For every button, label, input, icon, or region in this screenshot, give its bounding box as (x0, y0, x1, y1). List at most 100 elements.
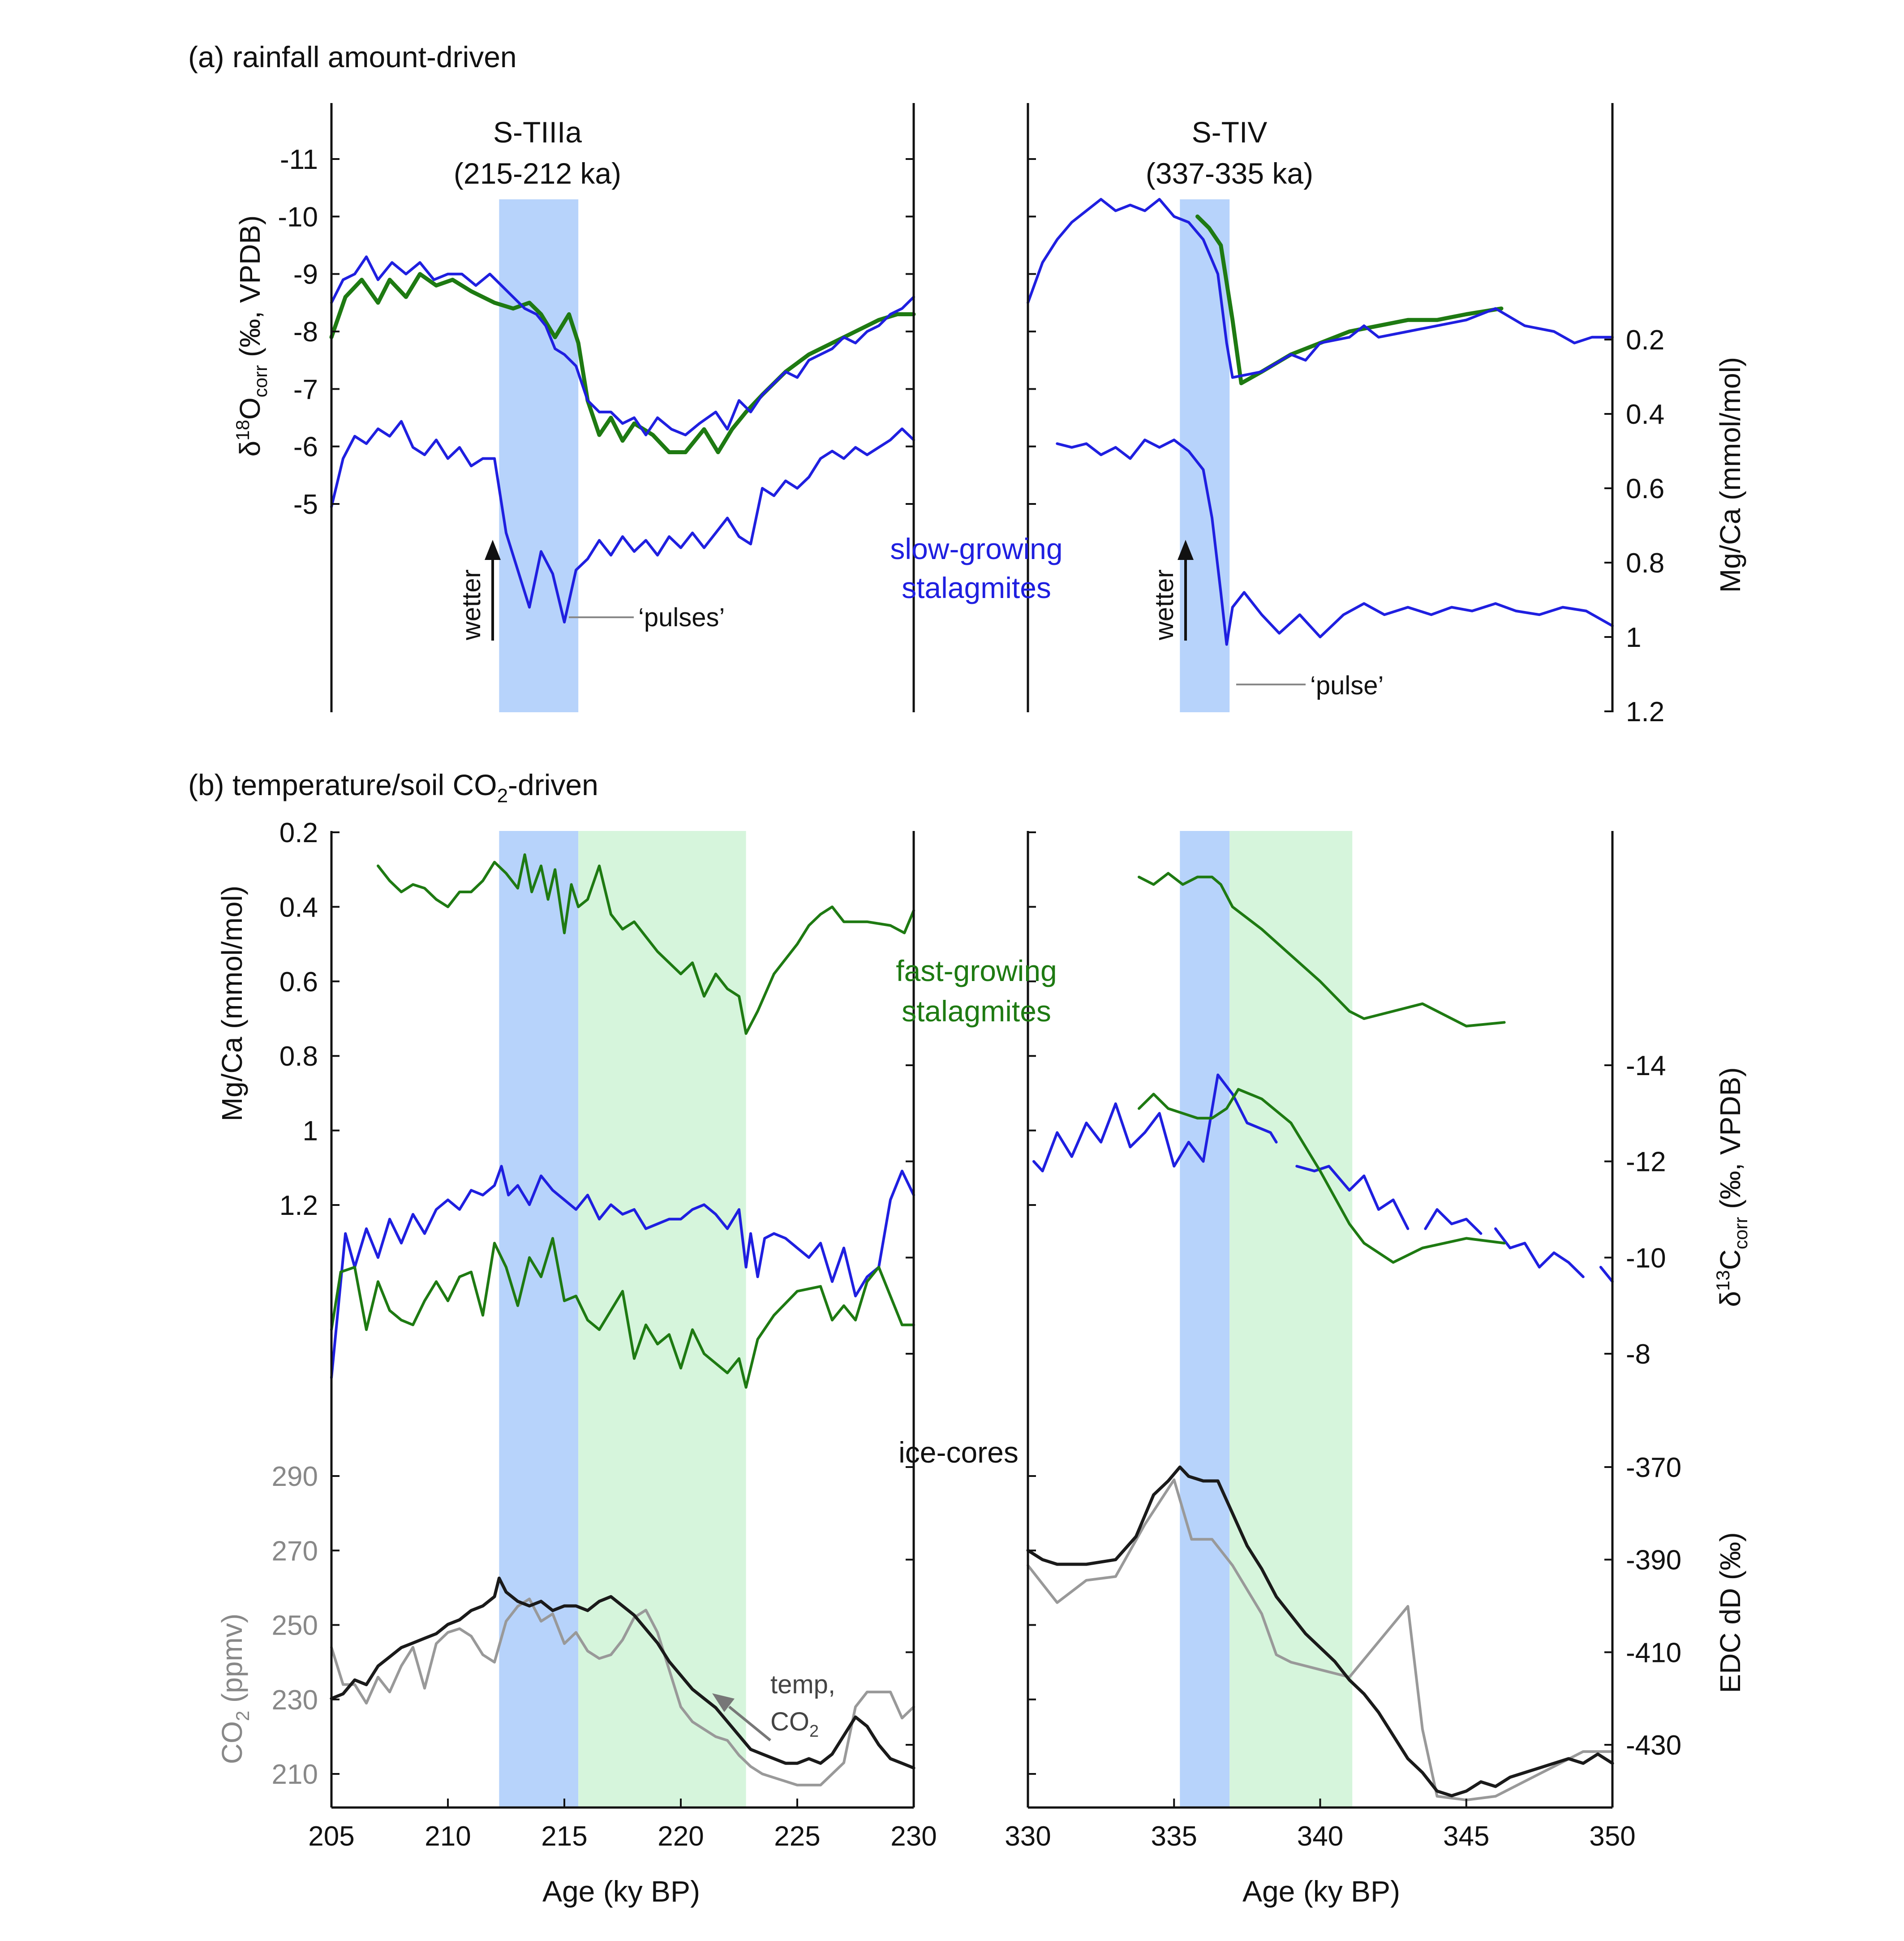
temp-co2-arrow (728, 1705, 771, 1742)
slow-growing-label: slow-growing (890, 532, 1062, 565)
wetter-arrow-right: wetter (1150, 540, 1194, 641)
panel-a-title: (a) rainfall amount-driven (188, 40, 517, 73)
series-a-d18o-slow-growing-left (330, 255, 915, 436)
band-s-tiv-b (1180, 831, 1230, 1808)
tick-label-x-left-2: 215 (541, 1821, 587, 1852)
event-right-range: (337-335 ka) (1146, 157, 1313, 190)
tick-label-d13c-1: -12 (1626, 1147, 1666, 1178)
series-a-mg-ca-slow-growing-left (330, 420, 915, 624)
tick-label-x-left-5: 230 (890, 1821, 937, 1852)
fast-growing-label-2: stalagmites (902, 994, 1051, 1028)
wetter-arrow-left: wetter (457, 540, 501, 641)
band-s-tiiia-a (499, 199, 579, 712)
y-axis-label-d13c: δ13Ccorr (‰, VPDB) (1712, 1067, 1751, 1307)
tick-label-edc-3: -430 (1626, 1730, 1681, 1761)
panel-b-title: (b) temperature/soil CO2-driven (188, 768, 598, 807)
series-a-mg-ca-slow-growing-right (1056, 439, 1614, 646)
series-b-edc-dd-left (330, 1576, 915, 1770)
tick-label-mgca-a-0: 0.2 (1626, 325, 1664, 356)
series-b-d13c-slow-growing-right-seg-0 (1295, 1165, 1410, 1230)
tick-label-mgca-a-4: 1 (1626, 622, 1641, 653)
tick-label-mgca-b-3: 0.8 (279, 1041, 318, 1072)
series-b-co2-left (330, 1597, 915, 1786)
series-a-d18o-fast-growing-left (329, 272, 916, 454)
tick-label-d18o-6: -5 (293, 489, 318, 520)
tick-label-x-left-4: 225 (774, 1821, 820, 1852)
data-series (329, 198, 1614, 1802)
band-warming-left (578, 831, 746, 1808)
tick-label-mgca-a-2: 0.6 (1626, 473, 1664, 504)
tick-label-x-left-3: 220 (658, 1821, 704, 1852)
wetter-label-right: wetter (1150, 569, 1179, 641)
ice-cores-label: ice-cores (898, 1436, 1019, 1469)
tick-label-co2-4: 210 (272, 1759, 318, 1790)
tick-label-co2-1: 270 (272, 1536, 318, 1567)
tick-label-mgca-b-2: 0.6 (279, 967, 318, 998)
series-b-d13c-fast-growing-left (330, 1237, 915, 1389)
y-axis-label-mgca-right: Mg/Ca (mmol/mol) (1714, 357, 1746, 593)
series-b-edc-dd-right (1026, 1465, 1614, 1798)
event-right-label: S-TIV (1192, 116, 1268, 149)
tick-label-x-right-0: 330 (1005, 1821, 1051, 1852)
x-axis-label-left: Age (ky BP) (542, 1875, 700, 1908)
tick-label-co2-2: 250 (272, 1610, 318, 1641)
band-s-tiiia-b (499, 831, 579, 1808)
pulse-label: ‘pulse’ (1310, 671, 1384, 700)
pulses-label: ‘pulses’ (638, 603, 725, 632)
tick-label-co2-3: 230 (272, 1685, 318, 1716)
series-b-d13c-slow-growing-right-seg-3 (1599, 1265, 1614, 1283)
tick-label-mgca-a-1: 0.4 (1626, 399, 1664, 430)
y-axis-label-co2: CO2 (ppmv) (216, 1614, 253, 1764)
tick-label-mgca-b-0: 0.2 (279, 818, 318, 848)
band-s-tiv-a (1180, 199, 1230, 712)
x-axis-label-right: Age (ky BP) (1242, 1875, 1400, 1908)
tick-label-mgca-b-4: 1 (303, 1116, 318, 1147)
tick-label-co2-0: 290 (272, 1461, 318, 1492)
temp-label: temp, (770, 1670, 835, 1699)
tick-label-edc-1: -390 (1626, 1545, 1681, 1576)
tick-label-mgca-b-1: 0.4 (279, 892, 318, 923)
tick-label-x-left-0: 205 (308, 1821, 354, 1852)
series-b-d13c-slow-growing-right-seg-2 (1494, 1227, 1585, 1278)
series-b-d13c-slow-growing-right-seg-1 (1424, 1208, 1483, 1235)
tick-label-x-right-2: 340 (1297, 1821, 1343, 1852)
wetter-label-left: wetter (457, 569, 486, 641)
tick-label-mgca-a-5: 1.2 (1626, 697, 1664, 727)
series-a-d18o-slow-growing-right (1027, 198, 1614, 379)
fast-growing-label: fast-growing (896, 954, 1057, 987)
tick-label-x-right-4: 350 (1589, 1821, 1635, 1852)
tick-label-edc-2: -410 (1626, 1637, 1681, 1668)
slow-growing-label-2: stalagmites (902, 571, 1051, 604)
tick-label-d18o-0: -11 (280, 144, 318, 175)
tick-label-d18o-2: -9 (293, 259, 318, 290)
tick-label-x-left-1: 210 (425, 1821, 471, 1852)
tick-label-d18o-5: -6 (293, 432, 318, 463)
event-left-label: S-TIIIa (493, 116, 582, 149)
tick-label-mgca-b-5: 1.2 (279, 1190, 318, 1221)
series-b-co2-right (1027, 1478, 1614, 1802)
tick-label-d18o-1: -10 (278, 202, 318, 232)
series-a-d18o-fast-growing-right (1195, 214, 1504, 385)
series-b-d13c-fast-growing-right (1138, 1088, 1506, 1264)
tick-label-d18o-3: -8 (293, 317, 318, 348)
tick-label-d13c-0: -14 (1626, 1050, 1666, 1081)
y-axis-label-d18o: δ18Ocorr (‰, VPDB) (232, 215, 271, 457)
y-axis-label-edc: EDC dD (‰) (1714, 1532, 1746, 1693)
series-b-mg-ca-fast-growing-left (377, 853, 915, 1035)
tick-label-x-right-3: 345 (1443, 1821, 1489, 1852)
tick-label-x-right-1: 335 (1151, 1821, 1197, 1852)
tick-label-edc-0: -370 (1626, 1452, 1681, 1483)
axes: -11 -10 -9 -8 -7 -6 -5 0.2 0.4 0.6 0.8 1 1.2 0.2 0.4 0.… (272, 103, 1681, 1852)
y-axis-label-mgca-left: Mg/Ca (mmol/mol) (216, 886, 248, 1121)
temp-co2-arrowhead (712, 1693, 735, 1712)
series-b-d13c-slow-growing-left (330, 1165, 915, 1379)
co2-annot-label: CO2 (770, 1707, 819, 1741)
tick-label-d13c-3: -8 (1626, 1339, 1650, 1370)
event-left-range: (215-212 ka) (454, 157, 621, 190)
series-b-d13c-slow-growing-right (1032, 1073, 1278, 1173)
tick-label-d18o-4: -7 (293, 374, 318, 405)
tick-label-mgca-a-3: 0.8 (1626, 548, 1664, 579)
series-b-mg-ca-fast-growing-right (1138, 872, 1506, 1028)
tick-label-d13c-2: -10 (1626, 1243, 1666, 1274)
